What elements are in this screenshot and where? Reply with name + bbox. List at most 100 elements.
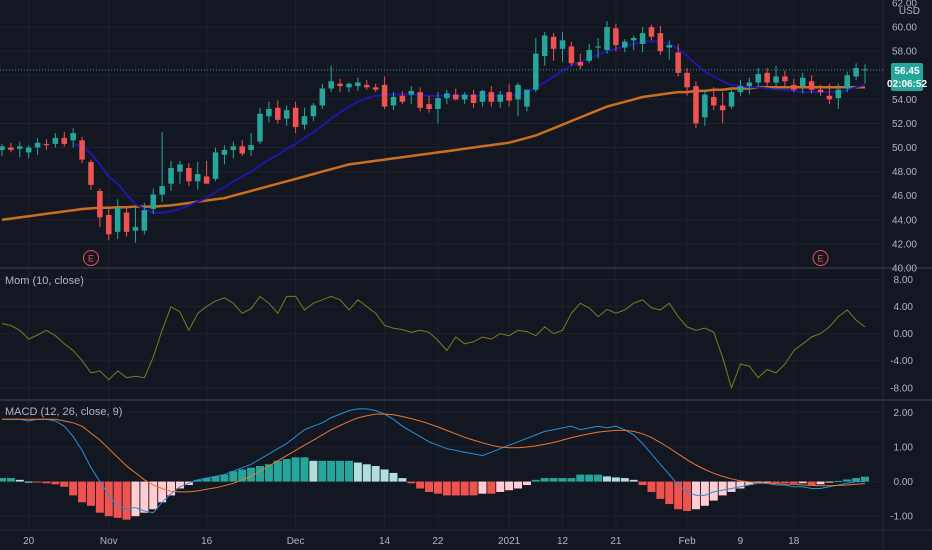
candle-body	[452, 94, 459, 100]
candle-body	[648, 27, 655, 37]
candle-body	[364, 84, 370, 88]
price-axis[interactable]: 40.00 42.00 44.00 46.00 48.00 50.00 52.00 54.00…	[892, 0, 917, 275]
candle-body	[248, 145, 254, 150]
time-tick-label: 20	[23, 536, 35, 547]
candle-body	[310, 105, 317, 117]
candle-body	[17, 146, 23, 149]
macd-histogram-bar	[282, 459, 291, 482]
momentum-pane[interactable]: Mom (10, close)	[1, 275, 866, 390]
macd-title[interactable]: MACD (12, 26, close, 9)	[5, 406, 122, 418]
candle-body	[43, 143, 50, 146]
macd-histogram-bar	[353, 462, 362, 482]
candle-body	[257, 113, 263, 142]
candle-body	[479, 90, 486, 102]
candle-body	[444, 93, 450, 99]
macd-histogram-bar	[789, 481, 798, 484]
macd-pane[interactable]: MACD (12, 26, close, 9)	[0, 406, 870, 520]
macd-histogram-bar	[772, 481, 781, 483]
macd-histogram-bar	[852, 478, 861, 482]
macd-histogram-bar	[60, 481, 69, 487]
macd-histogram-bar	[763, 481, 772, 483]
time-tick-label: 16	[201, 536, 213, 547]
candle-body	[292, 107, 299, 128]
macd-histogram-bar	[300, 457, 309, 482]
macd-histogram-bar	[700, 481, 709, 506]
macd-histogram-bar	[816, 481, 825, 485]
sma-line	[1, 86, 865, 222]
time-axis[interactable]: 20 Nov 16 Dec 14 22 2021 12 21 Feb 9 18	[23, 536, 800, 547]
time-tick-label: 18	[788, 536, 800, 547]
candle-body	[782, 76, 788, 82]
macd-histogram-bar	[140, 481, 149, 513]
macd-lines-layer	[2, 408, 866, 514]
candle-body	[808, 81, 815, 90]
macd-histogram-bar	[594, 474, 603, 482]
price-tick-label: 44.00	[892, 215, 917, 226]
macd-histogram-bar	[807, 481, 816, 486]
macd-histogram-bar	[33, 481, 42, 483]
time-tick-label: Nov	[100, 536, 118, 547]
macd-histogram-bar	[647, 481, 656, 492]
macd-histogram-bar	[336, 460, 345, 482]
candle-body	[159, 186, 165, 195]
momentum-title[interactable]: Mom (10, close)	[5, 275, 84, 287]
macd-histogram-bar	[727, 481, 736, 492]
candle-body	[399, 95, 406, 102]
price-tick-label: 48.00	[892, 167, 917, 178]
candle-body	[639, 33, 646, 44]
candle-body	[506, 92, 512, 101]
price-tick-label: 52.00	[892, 119, 917, 130]
macd-histogram-bar	[149, 481, 158, 510]
macd-histogram-bar	[167, 481, 176, 496]
macd-histogram-bar	[522, 481, 531, 486]
macd-histogram-bar	[229, 471, 238, 482]
macd-histogram-bar	[220, 474, 229, 482]
price-tag-timer: 02:06:52	[887, 79, 927, 90]
candle-body	[114, 207, 121, 232]
price-tick-label: 42.00	[892, 239, 917, 250]
macd-histogram-bar	[425, 481, 434, 492]
candle-body	[728, 92, 735, 107]
macd-tick-label: 1.00	[894, 442, 914, 453]
candle-body	[186, 168, 192, 182]
macd-histogram-bar	[69, 481, 78, 496]
macd-histogram-bar	[291, 457, 300, 482]
candle-body	[470, 94, 477, 103]
time-tick-label: 9	[738, 536, 744, 547]
earnings-marker	[812, 250, 829, 266]
macd-histogram-bar	[860, 476, 870, 482]
macd-histogram-bar	[380, 469, 389, 482]
candle-body	[586, 49, 592, 61]
candle-body	[337, 83, 343, 87]
time-tick-label: 14	[379, 536, 391, 547]
macd-histogram-bar	[256, 466, 265, 482]
price-tag: 56.45 02:06:52	[887, 63, 927, 91]
candle-body	[613, 28, 619, 46]
candle-body	[853, 68, 859, 77]
momentum-tick-label: 8.00	[894, 275, 914, 286]
candle-body	[88, 162, 94, 185]
macd-tick-label: 2.00	[894, 408, 914, 419]
macd-histogram-bar	[460, 481, 469, 496]
candle-body	[675, 52, 681, 73]
candle-body	[25, 147, 32, 153]
candle-body	[515, 84, 521, 100]
macd-histogram-bar	[558, 478, 567, 482]
candle-body	[488, 92, 495, 102]
candle-body	[123, 212, 130, 232]
macd-histogram-bar	[131, 481, 140, 517]
candle-body	[177, 164, 183, 172]
macd-histogram-bar	[24, 481, 33, 483]
signal-line	[2, 413, 866, 493]
candle-body	[657, 33, 664, 52]
macd-histogram-bar	[656, 481, 665, 499]
sma-line-layer	[1, 86, 865, 222]
candle-body	[568, 46, 575, 64]
macd-histogram-bar	[371, 466, 380, 482]
macd-histogram-bar	[327, 460, 336, 482]
macd-histogram-bar	[175, 481, 184, 489]
macd-histogram-bar	[736, 481, 745, 489]
macd-histogram-bar	[665, 481, 674, 505]
